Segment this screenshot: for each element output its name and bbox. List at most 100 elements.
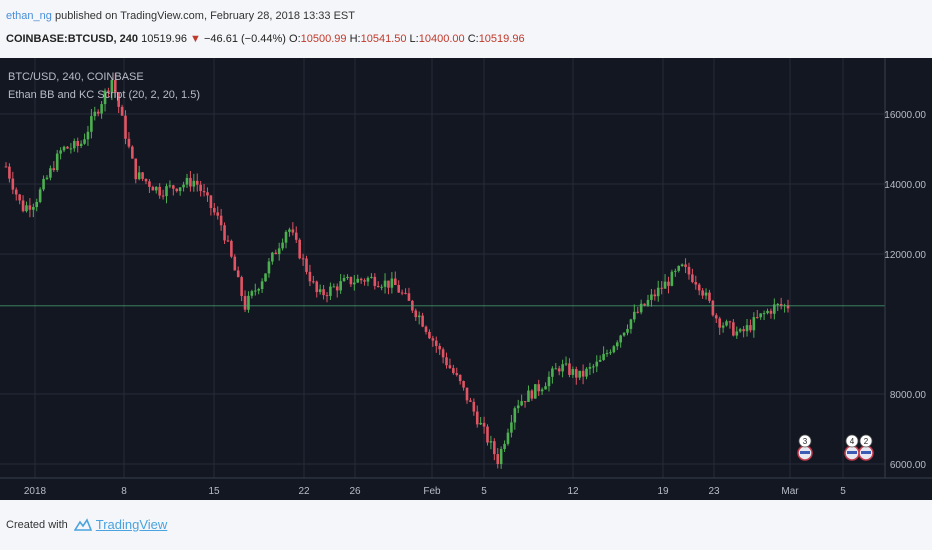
candle-body (732, 322, 735, 336)
x-tick-label: 5 (840, 486, 846, 497)
candle-body (172, 185, 175, 189)
candle-body (141, 172, 144, 179)
candle-body (21, 200, 25, 212)
publish-text: published on TradingView.com, February 2… (54, 10, 355, 22)
candle-body (151, 186, 155, 191)
price-chart[interactable]: 10519.9601:27:01342 16000.0014000.001200… (0, 58, 932, 500)
candle-body (96, 111, 100, 114)
candle-body (534, 384, 537, 399)
candle-body (773, 304, 776, 314)
candle-body (691, 274, 694, 283)
candle-body (530, 390, 534, 399)
candle-body (752, 317, 756, 331)
candle-body (18, 194, 21, 201)
candle-body (520, 401, 523, 406)
event-badge (845, 434, 859, 448)
candle-body (434, 340, 438, 346)
candle-body (629, 319, 633, 329)
candle-body (574, 369, 578, 378)
candle-body (650, 294, 653, 300)
chart-title: BTC/USD, 240, COINBASE (8, 71, 144, 83)
candle-body (636, 311, 640, 313)
candle-body (749, 325, 752, 331)
candle-body (113, 80, 117, 93)
candle-body (387, 280, 390, 288)
candle-body (615, 342, 619, 347)
x-tick-label: 15 (208, 486, 220, 497)
candle-body (643, 303, 646, 306)
author-link[interactable]: ethan_ng (6, 10, 52, 22)
tradingview-link[interactable]: TradingView (95, 517, 168, 532)
candle-body (288, 229, 291, 232)
candle-body (137, 172, 141, 180)
candle-body (370, 276, 373, 278)
candle-body (144, 178, 148, 182)
candle-body (127, 138, 131, 147)
candle-body (431, 338, 435, 341)
candle-body (107, 90, 110, 93)
candle-body (506, 432, 510, 444)
candle-body (277, 248, 281, 255)
candle-body (762, 313, 766, 315)
candle-body (602, 353, 605, 360)
candle-body (226, 240, 230, 242)
time-axis[interactable] (0, 478, 932, 500)
y-tick-label: 12000.00 (884, 250, 926, 261)
candle-body (339, 281, 342, 291)
candle-body (25, 205, 28, 212)
candle-body (189, 177, 192, 187)
candle-body (236, 270, 240, 278)
candle-body (161, 195, 165, 197)
candle-body (680, 264, 684, 266)
candle-body (670, 271, 674, 286)
candle-body (561, 364, 564, 372)
candle-body (90, 116, 93, 132)
candle-body (472, 401, 476, 412)
candle-body (646, 299, 650, 306)
candle-body (482, 422, 486, 427)
candle-body (14, 189, 18, 195)
candle-body (45, 177, 49, 179)
candle-body (199, 184, 202, 192)
candle-body (633, 311, 636, 320)
candle-body (376, 285, 380, 287)
candle-body (257, 289, 260, 291)
candle-body (527, 390, 530, 402)
candle-body (332, 286, 336, 288)
candle-body (486, 426, 489, 443)
candle-body (301, 258, 305, 260)
candle-body (209, 195, 213, 209)
candle-body (421, 315, 424, 327)
candle-body (62, 146, 66, 151)
candle-body (400, 292, 404, 294)
candle-body (219, 215, 223, 226)
candle-body (72, 141, 76, 149)
publish-line: ethan_ng published on TradingView.com, F… (6, 10, 355, 22)
candle-body (639, 303, 643, 313)
candle-body (318, 289, 322, 293)
y-tick-label: 6000.00 (890, 460, 927, 471)
candle-body (346, 276, 349, 279)
event-badge (798, 434, 812, 448)
candle-body (452, 368, 455, 374)
candle-body (353, 282, 356, 285)
candle-body (4, 166, 8, 168)
candle-body (175, 188, 179, 192)
candle-body (465, 387, 469, 401)
price-axis[interactable] (885, 58, 932, 478)
x-tick-label: 12 (567, 486, 579, 497)
candle-body (489, 441, 493, 443)
current-price: 10519.96 (141, 33, 187, 45)
candle-body (612, 346, 616, 353)
candle-body (660, 287, 663, 289)
candle-body (380, 286, 383, 288)
candle-body (230, 240, 233, 257)
x-tick-label: 22 (298, 486, 310, 497)
candle-body (213, 208, 216, 213)
candle-body (687, 266, 691, 275)
candle-body (168, 185, 172, 187)
candle-body (134, 158, 138, 180)
candle-body (684, 264, 687, 267)
candle-body (523, 401, 527, 403)
candle-body (315, 281, 319, 293)
